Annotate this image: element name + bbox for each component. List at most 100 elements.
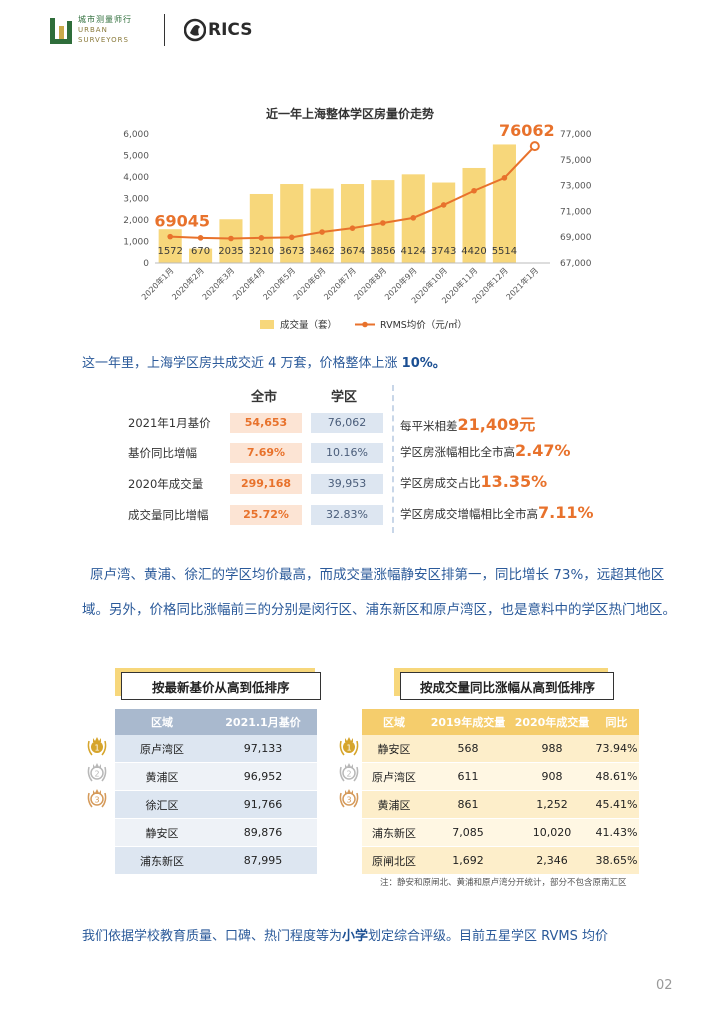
table-row: 浦东新区 87,995 — [115, 846, 317, 875]
column-header: 区域 — [362, 709, 426, 735]
compare-note: 学区房成交增幅相比全市高7.11% — [400, 503, 594, 522]
volume-2020-cell: 1,252 — [510, 790, 594, 819]
bar — [280, 184, 304, 263]
price-point — [440, 202, 447, 208]
volume-2019-cell: 1,692 — [426, 846, 510, 875]
price-point — [197, 235, 204, 241]
bar-value-label: 3462 — [309, 246, 334, 257]
y-left-tick-label: 0 — [143, 259, 149, 269]
yoy-cell: 45.41% — [594, 790, 639, 819]
compare-school-value: 39,953 — [311, 474, 383, 494]
district-cell: 徐汇区 — [115, 790, 209, 819]
district-cell: 浦东新区 — [115, 846, 209, 875]
price-ranking-table: 区域 2021.1月基价 原卢湾区 97,133 黄浦区 96,952 徐汇区 … — [115, 709, 317, 875]
y-right-tick-label: 75,000 — [560, 156, 592, 166]
price-point — [228, 235, 234, 242]
table-row: 原卢湾区 611 908 48.61% — [362, 762, 639, 791]
end-price-callout: 76062 — [499, 121, 555, 140]
compare-note-value: 7.11% — [538, 503, 594, 522]
table-header-row: 区域 2019年成交量 2020年成交量 同比 — [362, 709, 639, 735]
rating-highlight: 小学 — [342, 929, 369, 944]
y-right-tick-label: 73,000 — [560, 182, 592, 192]
district-cell: 原卢湾区 — [115, 735, 209, 763]
volume-2020-cell: 908 — [510, 762, 594, 791]
yoy-cell: 38.65% — [594, 846, 639, 875]
table-footnote: 注：静安和原闸北、黄浦和原卢湾分开统计，部分不包含原南汇区 — [380, 878, 627, 888]
summary-highlight: 10%。 — [401, 356, 446, 371]
bronze-medal-icon: 3 — [339, 789, 359, 808]
col-header-all: 全市 — [251, 390, 278, 405]
rating-paragraph: 我们依据学校教育质量、口碑、热门程度等为小学划定综合评级。目前五星学区 RVMS… — [82, 925, 608, 944]
compare-note: 学区房成交占比13.35% — [400, 472, 547, 491]
column-header: 同比 — [594, 709, 639, 735]
district-cell: 原卢湾区 — [362, 762, 426, 791]
volume-2019-cell: 7,085 — [426, 818, 510, 847]
analysis-paragraph: 原卢湾、黄浦、徐汇的学区均价最高，而成交量涨幅静安区排第一，同比增长 73%，远… — [82, 567, 676, 618]
compare-note-value: 2.47% — [515, 441, 571, 460]
rics-lion-icon — [184, 18, 206, 42]
y-right-tick-label: 69,000 — [560, 233, 592, 243]
bar-value-label: 3673 — [279, 246, 304, 257]
svg-text:1: 1 — [94, 744, 99, 753]
y-left-tick-label: 2,000 — [123, 216, 149, 226]
price-point — [471, 187, 477, 194]
yoy-cell: 73.94% — [594, 735, 639, 763]
volume-2020-cell: 988 — [510, 735, 594, 763]
rating-text-2: 划定综合评级。目前五星学区 RVMS 均价 — [368, 929, 608, 944]
price-point — [319, 229, 325, 235]
price-cell: 87,995 — [209, 846, 317, 875]
svg-text:3: 3 — [346, 796, 351, 805]
bar-value-label: 1572 — [157, 246, 182, 257]
yoy-cell: 41.43% — [594, 818, 639, 847]
table-row: 徐汇区 91,766 — [115, 790, 317, 819]
table-row: 静安区 89,876 — [115, 818, 317, 847]
legend-line-label: RVMS均价（元/㎡） — [380, 319, 467, 331]
bar — [310, 188, 334, 263]
bar-value-label: 3856 — [370, 246, 395, 257]
logo-divider — [164, 14, 165, 46]
district-cell: 静安区 — [362, 735, 426, 763]
column-header: 2021.1月基价 — [209, 709, 317, 735]
price-point — [380, 220, 386, 226]
urban-surveyors-logo-icon — [50, 18, 72, 44]
y-left-tick-label: 6,000 — [123, 130, 149, 140]
y-left-tick-label: 1,000 — [123, 238, 149, 248]
sort-by-volume-label: 按成交量同比涨幅从高到低排序 — [420, 680, 596, 695]
svg-text:1: 1 — [346, 744, 351, 753]
bar-value-label: 670 — [191, 246, 210, 257]
rics-wordmark: RICS — [208, 20, 253, 40]
compare-note-text: 学区房成交增幅相比全市高 — [400, 507, 538, 521]
district-cell: 黄浦区 — [362, 790, 426, 819]
brand-cn: 城市测量师行 — [78, 15, 132, 24]
sort-by-price-label-box — [121, 672, 321, 700]
table-header-row: 区域 2021.1月基价 — [115, 709, 317, 735]
legend-line-marker — [362, 321, 368, 328]
y-right-tick-label: 67,000 — [560, 259, 592, 269]
compare-all-value: 299,168 — [230, 474, 302, 494]
district-cell: 黄浦区 — [115, 762, 209, 791]
legend-bar-swatch — [260, 320, 274, 329]
svg-text:3: 3 — [94, 796, 99, 805]
price-cell: 91,766 — [209, 790, 317, 819]
compare-all-value: 54,653 — [230, 413, 302, 433]
bar-value-label: 3674 — [340, 246, 365, 257]
bar-value-label: 5514 — [492, 246, 517, 257]
bar-value-label: 4124 — [401, 246, 426, 257]
compare-note-value: 21,409元 — [457, 415, 536, 434]
volume-2019-cell: 568 — [426, 735, 510, 763]
volume-2019-cell: 611 — [426, 762, 510, 791]
bar — [492, 144, 516, 263]
price-cell: 97,133 — [209, 735, 317, 763]
brand-en-1: URBAN — [78, 26, 108, 34]
bar-value-label: 2035 — [218, 246, 243, 257]
col-header-school: 学区 — [331, 390, 358, 405]
compare-row-label: 基价同比增幅 — [128, 446, 197, 460]
bar — [340, 184, 365, 263]
compare-note-value: 13.35% — [480, 472, 548, 491]
y-right-tick-label: 77,000 — [560, 130, 592, 140]
price-point — [288, 234, 295, 241]
price-volume-chart: 近一年上海整体学区房量价走势 6,000 5,000 4,000 3,000 2,000 1… — [123, 106, 592, 331]
price-point — [258, 235, 265, 241]
y-left-tick-label: 4,000 — [123, 173, 149, 183]
compare-note-text: 学区房涨幅相比全市高 — [400, 445, 515, 459]
